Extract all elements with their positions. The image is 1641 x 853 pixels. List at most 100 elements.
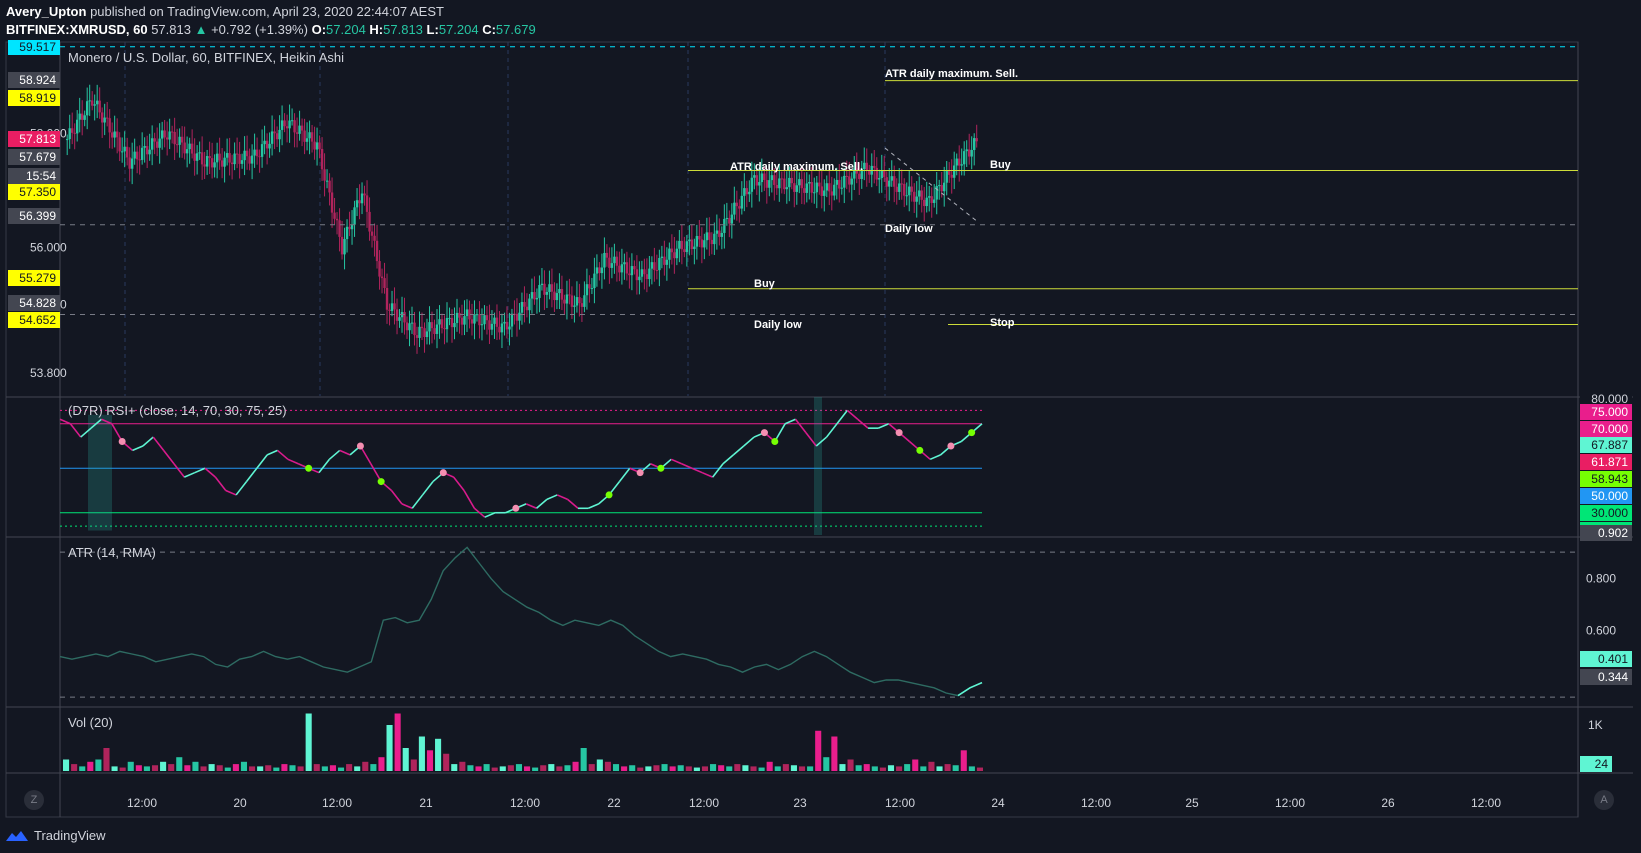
tag-text: 58.924 — [19, 73, 56, 87]
candle-body — [950, 174, 953, 178]
tag-bg — [8, 184, 60, 200]
candle-body — [358, 200, 361, 204]
price-tag: 55.279 — [8, 270, 60, 286]
rsi-segment — [805, 432, 817, 447]
rsi-segment — [784, 418, 796, 425]
candle-body — [370, 231, 374, 236]
candle-body — [66, 139, 69, 141]
candle-body — [125, 146, 129, 158]
candle-body — [763, 173, 766, 181]
rsi-segment — [142, 436, 154, 447]
volume-bar — [774, 766, 781, 771]
price-tag: 56.399 — [8, 208, 60, 224]
candle-body — [613, 256, 616, 264]
candle-body — [325, 180, 329, 182]
candle-body — [658, 257, 661, 271]
symbol-label[interactable]: BITFINEX:XMRUSD, 60 — [6, 22, 148, 37]
candle-body — [973, 138, 976, 150]
candle-body — [733, 202, 736, 215]
brand-name: TradingView — [34, 828, 106, 843]
candle-body — [620, 264, 624, 273]
candle-body — [288, 120, 291, 129]
candle-body — [323, 169, 326, 181]
rsi-segment — [266, 449, 278, 456]
candle-body — [673, 252, 676, 259]
candle-body — [968, 149, 971, 157]
rsi-segment — [132, 445, 144, 452]
candle-body — [855, 168, 858, 174]
candle-body — [710, 239, 714, 245]
candle-body — [488, 320, 491, 330]
rsi-signal-dot — [439, 469, 447, 477]
candle-body — [305, 138, 309, 142]
candle-body — [168, 131, 171, 140]
volume-bar — [208, 764, 215, 771]
volume-bar — [135, 765, 142, 771]
candle-body — [603, 252, 606, 268]
volume-bar — [192, 761, 199, 771]
candle-body — [90, 100, 94, 106]
candle-body — [128, 157, 131, 169]
atr-tag: 0.902 — [1580, 525, 1632, 541]
candle-body — [515, 313, 519, 321]
grid-lines — [124, 42, 886, 396]
candle-body — [720, 232, 724, 237]
volume-bar — [701, 766, 709, 771]
candle-body — [843, 175, 846, 188]
tag-text: 55.279 — [19, 271, 56, 285]
candle-body — [533, 292, 536, 300]
candle-body — [568, 294, 571, 296]
candle-body — [398, 317, 401, 321]
volume-bar — [224, 767, 231, 771]
candle-body — [775, 184, 779, 189]
candle-body — [925, 197, 928, 207]
volume-bar — [928, 761, 935, 771]
footer-brand[interactable]: TradingView — [6, 828, 106, 843]
candle-body — [495, 317, 499, 327]
candle-body — [145, 146, 149, 155]
candle-body — [593, 273, 596, 289]
rsi-tag: 80.000 — [1580, 391, 1632, 407]
rsi-signal-dot — [356, 442, 364, 450]
candle-body — [803, 188, 806, 193]
rsi-segment — [618, 467, 631, 483]
volume-bar — [572, 761, 579, 771]
timezone-button[interactable]: Z — [24, 790, 44, 810]
rsi-segment — [328, 449, 341, 460]
volume-bar — [637, 767, 644, 771]
rsi-segment — [836, 409, 848, 425]
candlestick-series[interactable] — [66, 84, 978, 354]
atr-line-recent — [957, 681, 983, 697]
volume-bar — [435, 738, 442, 771]
candle-body — [635, 269, 639, 281]
rsi-segment — [59, 418, 71, 425]
candle-body — [388, 309, 391, 311]
author-name[interactable]: Avery_Upton — [6, 4, 87, 19]
rsi-segment — [225, 489, 237, 496]
candle-body — [735, 202, 739, 207]
candle-body — [448, 317, 451, 319]
candle-body — [103, 117, 106, 123]
atr-series[interactable] — [59, 546, 1578, 698]
volume-bar — [329, 765, 336, 771]
auto-scale-button[interactable]: A — [1594, 790, 1614, 810]
candle-body — [350, 224, 354, 230]
candle-body — [480, 324, 484, 326]
volume-bar — [475, 766, 482, 771]
chart-canvas[interactable]: 12:00 20 12:00 21 12:00 22 12:00 23 12:00 24 12:00… — [0, 40, 1641, 825]
candle-body — [303, 130, 306, 142]
candle-body — [170, 131, 174, 133]
volume-bar — [370, 764, 377, 771]
rsi-segment — [173, 463, 185, 478]
rsi-series[interactable] — [59, 397, 983, 535]
volume-series[interactable] — [63, 713, 983, 772]
candle-body — [503, 321, 506, 324]
rsi-segment — [69, 423, 82, 438]
candle-body — [340, 236, 344, 255]
rsi-segment — [277, 449, 289, 460]
candle-body — [835, 179, 838, 185]
candle-body — [133, 151, 136, 159]
candle-body — [413, 322, 416, 336]
candle-body — [175, 144, 179, 146]
time-axis-label: 24 — [991, 796, 1005, 810]
